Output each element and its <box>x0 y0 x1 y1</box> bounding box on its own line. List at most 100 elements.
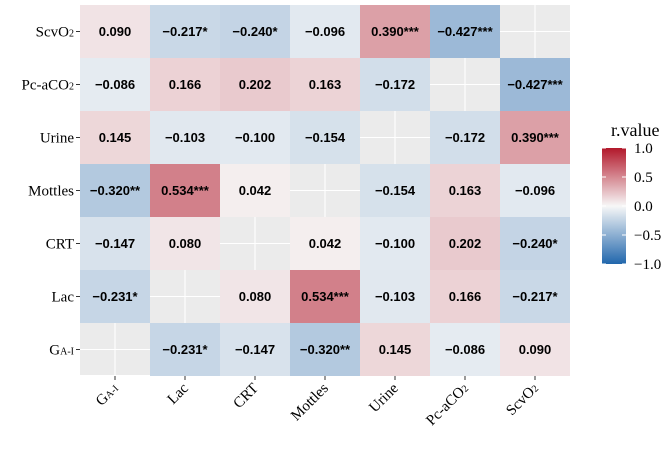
cell-value-label: 0.163 <box>309 77 342 92</box>
x-tick-label-urine: Urine <box>366 380 402 416</box>
cell-value-label: 0.042 <box>309 236 342 251</box>
cell-value-label: −0.231* <box>162 342 208 357</box>
cell-value-label: −0.231* <box>92 289 138 304</box>
cell-value-label: −0.147 <box>95 236 135 251</box>
x-tick-label-lac: Lac <box>165 380 192 407</box>
cell-value-label: −0.427*** <box>437 24 493 39</box>
cell-value-label: 0.166 <box>169 77 202 92</box>
cell-value-label: −0.427*** <box>507 77 563 92</box>
heatmap-cell-mottles-lac <box>150 164 220 217</box>
cell-value-label: 0.042 <box>239 183 272 198</box>
cell-value-label: −0.103 <box>165 130 205 145</box>
cell-value-label: −0.320** <box>90 183 141 198</box>
cell-value-label: −0.154 <box>375 183 416 198</box>
cell-value-label: −0.100 <box>375 236 415 251</box>
heatmap-cell-urine-scvo2 <box>500 111 570 164</box>
cell-value-label: −0.086 <box>445 342 485 357</box>
cell-value-label: −0.096 <box>305 24 345 39</box>
cell-value-label: 0.090 <box>99 24 132 39</box>
x-axis: GA-I Lac CRT Mottles Urine Pc-aCO2 ScvO2 <box>93 376 541 429</box>
heatmap-cell-mottles-ga-i <box>80 164 150 217</box>
legend-tick-label: −0.5 <box>634 228 661 244</box>
cell-value-labels: 0.090 −0.217* −0.240* −0.096 0.390*** −0.427*… <box>90 24 564 357</box>
heatmap-cell-scvo2-pc-aco2 <box>430 5 500 58</box>
cell-value-label: 0.202 <box>449 236 482 251</box>
cell-value-label: −0.154 <box>305 130 346 145</box>
heatmap-cell-pc-aco2-crt <box>220 58 290 111</box>
heatmap-cell-crt-urine <box>360 217 430 270</box>
cell-value-label: 0.390*** <box>511 130 560 145</box>
cell-value-label: 0.534*** <box>301 289 350 304</box>
heatmap-cell-mottles-pc-aco2 <box>430 164 500 217</box>
heatmap-cell-scvo2-crt <box>220 5 290 58</box>
heatmap-cell-pc-aco2-scvo2 <box>500 58 570 111</box>
cell-value-label: 0.534*** <box>161 183 210 198</box>
heatmap-cell-pc-aco2-urine <box>360 58 430 111</box>
y-tick-label-pc-aco2: Pc-aCO2 <box>22 78 75 94</box>
heatmap-cell-urine-lac <box>150 111 220 164</box>
heatmap-cell-crt-pc-aco2 <box>430 217 500 270</box>
y-tick-label-mottles: Mottles <box>28 184 74 200</box>
heatmap-cell-scvo2-mottles <box>290 5 360 58</box>
cell-value-label: 0.202 <box>239 77 272 92</box>
heatmap-cell-pc-aco2-lac <box>150 58 220 111</box>
x-tick-label-pc-aco2: Pc-aCO2 <box>423 381 471 429</box>
heatmap-cell-ga-i-mottles <box>290 323 360 376</box>
cell-value-label: −0.147 <box>235 342 275 357</box>
cell-value-label: −0.103 <box>375 289 415 304</box>
y-axis: ScvO2 Pc-aCO2 Urine Mottles CRT Lac GA-I <box>22 25 80 359</box>
legend-tick-label: 0.0 <box>634 199 653 215</box>
x-tick-label-scvo2: ScvO2 <box>503 381 541 419</box>
heatmap-cell-urine-mottles <box>290 111 360 164</box>
heatmap-cell-lac-scvo2 <box>500 270 570 323</box>
heatmap-cell-ga-i-crt <box>220 323 290 376</box>
heatmap-cell-ga-i-urine <box>360 323 430 376</box>
heatmap-cell-scvo2-ga-i <box>80 5 150 58</box>
heatmap-cell-ga-i-lac <box>150 323 220 376</box>
cell-value-label: −0.172 <box>445 130 485 145</box>
cell-value-label: −0.320** <box>300 342 351 357</box>
legend-tick-label: −1.0 <box>634 257 661 273</box>
heatmap-cell-lac-mottles <box>290 270 360 323</box>
cell-value-label: −0.100 <box>235 130 275 145</box>
cell-value-label: 0.145 <box>99 130 132 145</box>
cell-value-label: −0.217* <box>512 289 558 304</box>
heatmap-cell-urine-pc-aco2 <box>430 111 500 164</box>
y-tick-label-crt: CRT <box>46 237 74 253</box>
x-tick-label-mottles: Mottles <box>288 380 332 424</box>
heatmap-cell-scvo2-lac <box>150 5 220 58</box>
cell-value-label: 0.080 <box>239 289 272 304</box>
heatmap-cell-urine-ga-i <box>80 111 150 164</box>
heatmap-cell-lac-urine <box>360 270 430 323</box>
legend-tick-label: 1.0 <box>634 141 653 157</box>
y-tick-label-urine: Urine <box>40 131 74 147</box>
x-tick-label-ga-i: GA-I <box>93 381 122 410</box>
heatmap-cell-mottles-scvo2 <box>500 164 570 217</box>
heatmap-cell-mottles-crt <box>220 164 290 217</box>
heatmap-cell-lac-pc-aco2 <box>430 270 500 323</box>
legend-title: r.value <box>611 120 659 140</box>
y-tick-label-ga-i: GA-I <box>49 343 74 359</box>
heatmap-cell-ga-i-pc-aco2 <box>430 323 500 376</box>
heatmap-cell-crt-ga-i <box>80 217 150 270</box>
cell-value-label: −0.172 <box>375 77 415 92</box>
cell-value-label: 0.090 <box>519 342 552 357</box>
cell-value-label: 0.166 <box>449 289 482 304</box>
cell-value-label: −0.240* <box>512 236 558 251</box>
cell-value-label: 0.080 <box>169 236 202 251</box>
heatmap-cell-crt-mottles <box>290 217 360 270</box>
legend-ticks: 1.0 0.5 0.0 −0.5 −1.0 <box>602 141 661 273</box>
heatmap-cell-pc-aco2-ga-i <box>80 58 150 111</box>
legend-tick-label: 0.5 <box>634 170 653 186</box>
heatmap-cell-scvo2-urine <box>360 5 430 58</box>
cell-value-label: −0.240* <box>232 24 278 39</box>
heatmap-cell-crt-scvo2 <box>500 217 570 270</box>
heatmap-cell-urine-crt <box>220 111 290 164</box>
heatmap-cell-crt-lac <box>150 217 220 270</box>
heatmap-cell-ga-i-scvo2 <box>500 323 570 376</box>
heatmap-cells <box>80 5 570 376</box>
cell-value-label: −0.217* <box>162 24 208 39</box>
y-tick-label-scvo2: ScvO2 <box>36 25 74 41</box>
cell-value-label: −0.096 <box>515 183 555 198</box>
